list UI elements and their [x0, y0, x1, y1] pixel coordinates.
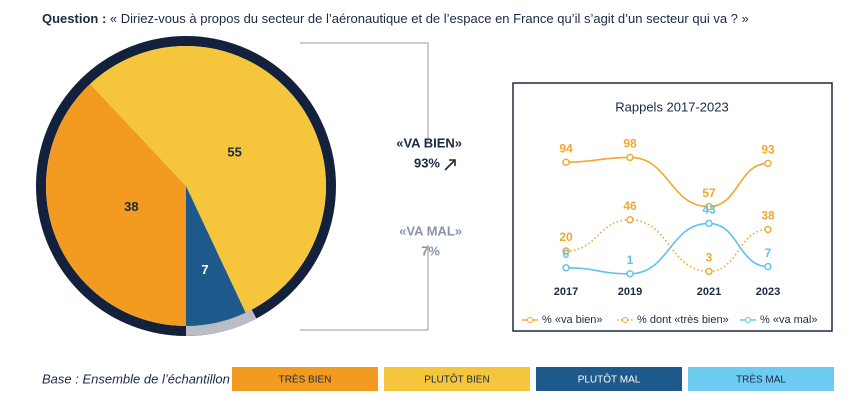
bracket — [300, 42, 429, 142]
data-point — [705, 202, 713, 211]
legend-swatch — [232, 367, 378, 391]
data-label: 43 — [702, 203, 716, 217]
data-label: 94 — [559, 141, 573, 155]
arrow-icon — [444, 159, 456, 171]
data-point — [705, 219, 713, 228]
x-tick-label: 2021 — [697, 286, 721, 298]
pie-label: 7 — [201, 262, 208, 277]
legend-label: % dont «très bien» — [637, 314, 729, 326]
pie-label: 38 — [124, 199, 138, 214]
legend: TRÈS BIEN PLUTÔT BIEN PLUTÔT MAL TRÈS MAL — [232, 367, 834, 391]
data-point — [626, 153, 634, 162]
series-line — [565, 222, 769, 275]
base-note: Base : Ensemble de l’échantillon — [42, 371, 230, 386]
legend-marker — [745, 317, 751, 323]
pie-slice — [45, 83, 187, 326]
series-line — [565, 156, 769, 208]
question-label: Question : — [42, 11, 106, 26]
line-chart-frame — [512, 82, 833, 332]
pie-ring-gap — [185, 309, 257, 336]
legend-label: % «va mal» — [760, 314, 817, 326]
legend-label: TRÈS MAL — [736, 373, 786, 386]
pie: 38 55 7 — [36, 36, 336, 336]
legend-swatch — [536, 367, 682, 391]
data-label: 57 — [702, 186, 716, 200]
data-label: 46 — [623, 199, 637, 213]
legend-label: % «va bien» — [542, 314, 603, 326]
question-text: « Diriez-vous à propos du secteur de l’a… — [110, 11, 749, 26]
pie-slice — [90, 45, 326, 313]
pie-label: 55 — [227, 144, 241, 159]
data-point — [626, 270, 634, 278]
legend-marker — [622, 317, 628, 323]
question: Question : « Diriez-vous à propos du sec… — [42, 11, 749, 26]
x-tick-label: 2019 — [618, 286, 642, 298]
line-title: Rappels 2017-2023 — [615, 99, 728, 114]
legend-marker — [527, 317, 533, 323]
data-label: 7 — [765, 246, 772, 260]
pie-slice — [186, 186, 246, 326]
x-tick-label: 2017 — [554, 286, 578, 298]
legend-swatch — [688, 367, 834, 391]
data-point — [562, 247, 570, 255]
legend-label: PLUTÔT MAL — [578, 373, 641, 386]
data-point — [764, 262, 772, 271]
data-point — [705, 267, 713, 276]
data-label: 1 — [627, 253, 634, 267]
data-point — [764, 159, 772, 168]
summary-value: 7% — [421, 243, 440, 258]
data-point — [764, 225, 772, 234]
summary-value: 93% — [414, 155, 440, 170]
data-point — [626, 216, 634, 224]
data-label: 20 — [559, 230, 573, 244]
data-label: 38 — [761, 209, 775, 223]
data-label: 3 — [706, 251, 713, 265]
legend-label: PLUTÔT BIEN — [424, 373, 489, 386]
legend-swatch — [384, 367, 530, 391]
data-point — [562, 264, 570, 272]
bracket — [300, 245, 429, 331]
data-label: 98 — [623, 137, 637, 151]
summary-label: «VA BIEN» — [396, 135, 462, 150]
data-label: 93 — [761, 143, 775, 157]
data-point — [562, 158, 570, 166]
summary-label: «VA MAL» — [399, 223, 462, 238]
x-tick-label: 2023 — [756, 286, 780, 298]
series-line — [565, 218, 769, 273]
data-label: 6 — [563, 247, 570, 261]
legend-label: TRÈS BIEN — [279, 373, 332, 386]
